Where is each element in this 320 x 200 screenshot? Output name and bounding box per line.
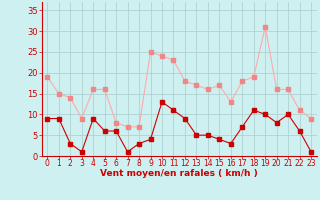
X-axis label: Vent moyen/en rafales ( km/h ): Vent moyen/en rafales ( km/h ) <box>100 169 258 178</box>
